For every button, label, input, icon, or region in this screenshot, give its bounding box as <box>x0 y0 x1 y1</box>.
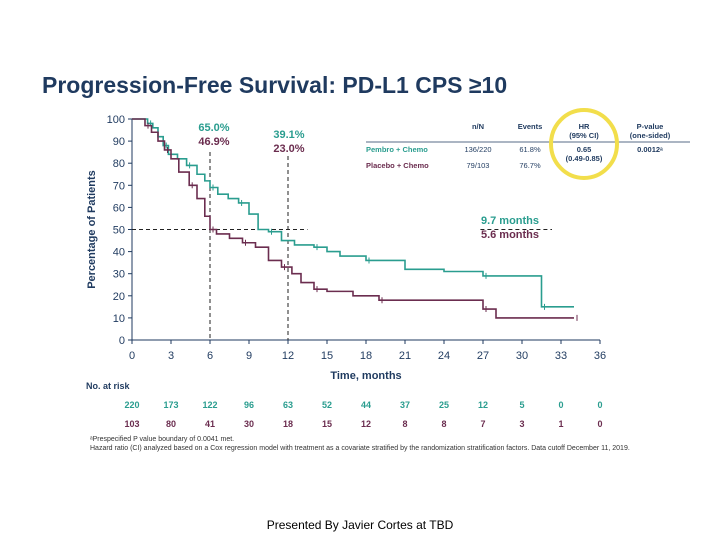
at-risk-placebo: 0 <box>597 419 602 429</box>
legend-row-label: Placebo + Chemo <box>366 161 429 170</box>
legend-events: 61.8% <box>519 145 541 154</box>
y-tick-label: 0 <box>119 335 125 347</box>
legend-pvalue: 0.0012ᵃ <box>637 145 663 154</box>
legend-nN: 79/103 <box>467 161 490 170</box>
legend-ci: (0.49-0.85) <box>566 154 603 163</box>
at-risk-pembro: 44 <box>361 400 371 410</box>
at-risk-placebo: 80 <box>166 419 176 429</box>
y-tick-label: 10 <box>113 313 125 325</box>
y-axis-title: Percentage of Patients <box>86 170 98 289</box>
at-risk-placebo: 8 <box>402 419 407 429</box>
at-risk-placebo: 1 <box>558 419 563 429</box>
at-risk-pembro: 63 <box>283 400 293 410</box>
x-tick-label: 15 <box>321 350 333 362</box>
legend-hr: 0.65 <box>577 145 592 154</box>
landmark-6mo-placebo: 46.9% <box>198 136 229 148</box>
at-risk-placebo: 15 <box>322 419 332 429</box>
x-tick-label: 9 <box>246 350 252 362</box>
x-tick-label: 18 <box>360 350 372 362</box>
at-risk-placebo: 18 <box>283 419 293 429</box>
km-curve-placebo <box>132 118 574 319</box>
at-risk-placebo: 3 <box>519 419 524 429</box>
at-risk-placebo: 103 <box>124 419 139 429</box>
x-tick-label: 33 <box>555 350 567 362</box>
y-tick-label: 40 <box>113 247 125 259</box>
legend-header: HR <box>579 122 590 131</box>
legend-row-label: Pembro + Chemo <box>366 145 428 154</box>
at-risk-pembro: 96 <box>244 400 254 410</box>
legend-nN: 136/220 <box>464 145 491 154</box>
legend-table: n/N Events HR(95% CI) P-value(one-sided) Pem… <box>366 108 690 180</box>
x-tick-label: 0 <box>129 350 135 362</box>
at-risk-placebo: 30 <box>244 419 254 429</box>
at-risk-pembro: 173 <box>163 400 178 410</box>
landmark-6mo-pembro: 65.0% <box>198 122 229 134</box>
at-risk-placebo: 41 <box>205 419 215 429</box>
at-risk-pembro: 122 <box>202 400 217 410</box>
legend-header: Events <box>518 122 543 131</box>
legend-events: 76.7% <box>519 161 541 170</box>
at-risk-pembro: 220 <box>124 400 139 410</box>
at-risk-label: No. at risk <box>86 381 131 391</box>
legend-header: n/N <box>472 122 484 131</box>
landmark-12mo-placebo: 23.0% <box>273 143 304 155</box>
slide-title: Progression-Free Survival: PD-L1 CPS ≥10 <box>42 72 508 98</box>
at-risk-pembro: 37 <box>400 400 410 410</box>
y-tick-label: 100 <box>107 114 125 126</box>
x-tick-label: 30 <box>516 350 528 362</box>
at-risk-pembro: 0 <box>558 400 563 410</box>
y-tick-label: 60 <box>113 202 125 214</box>
legend-header: P-value <box>637 122 664 131</box>
at-risk-placebo: 12 <box>361 419 371 429</box>
x-axis-title: Time, months <box>330 370 401 382</box>
y-tick-label: 70 <box>113 180 125 192</box>
x-tick-label: 36 <box>594 350 606 362</box>
x-tick-label: 27 <box>477 350 489 362</box>
legend-header: (95% CI) <box>569 131 599 140</box>
survival-curves <box>132 118 578 321</box>
median-pembro: 9.7 months <box>481 215 539 227</box>
y-tick-label: 30 <box>113 269 125 281</box>
y-tick-label: 50 <box>113 225 125 237</box>
hr-highlight-circle <box>549 108 619 180</box>
at-risk-placebo: 8 <box>441 419 446 429</box>
at-risk-placebo: 7 <box>480 419 485 429</box>
km-curve-pembro <box>132 118 574 308</box>
at-risk-pembro: 12 <box>478 400 488 410</box>
at-risk-pembro: 25 <box>439 400 449 410</box>
at-risk-table: No. at risk22010317380122419630631852154… <box>86 381 603 429</box>
reference-lines <box>132 152 552 340</box>
median-placebo: 5.6 months <box>481 229 539 241</box>
y-tick-label: 90 <box>113 136 125 148</box>
landmark-12mo-pembro: 39.1% <box>273 129 304 141</box>
x-tick-label: 6 <box>207 350 213 362</box>
x-tick-label: 21 <box>399 350 411 362</box>
footnote-2: Hazard ratio (CI) analyzed based on a Co… <box>90 445 630 452</box>
at-risk-pembro: 5 <box>519 400 524 410</box>
legend-header: (one-sided) <box>630 131 671 140</box>
y-tick-label: 20 <box>113 291 125 303</box>
footnote-1: ᵃPrespecified P value boundary of 0.0041… <box>90 436 235 443</box>
at-risk-pembro: 52 <box>322 400 332 410</box>
x-tick-label: 12 <box>282 350 294 362</box>
chart-labels: 65.0% 46.9% 39.1% 23.0% 9.7 months 5.6 months <box>198 122 539 241</box>
x-tick-label: 3 <box>168 350 174 362</box>
at-risk-pembro: 0 <box>597 400 602 410</box>
y-tick-label: 80 <box>113 158 125 170</box>
presenter-footer: Presented By Javier Cortes at TBD <box>266 518 454 532</box>
x-tick-label: 24 <box>438 350 450 362</box>
